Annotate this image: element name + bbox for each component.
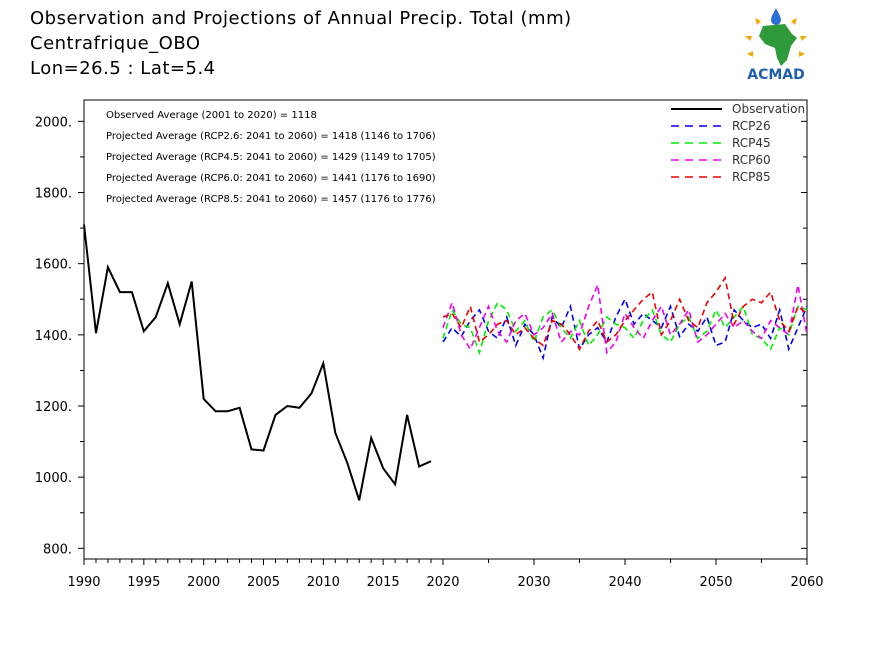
- x-tick-label: 2010: [307, 575, 340, 590]
- legend-label-observation: Observation: [732, 102, 805, 116]
- legend-label-rcp85: RCP85: [732, 170, 771, 184]
- x-tick-label: 2030: [517, 575, 550, 590]
- acmad-logo: ACMAD: [735, 6, 817, 84]
- y-tick-label: 1600.: [35, 258, 72, 273]
- x-tick-label: 2040: [608, 575, 641, 590]
- y-tick-label: 1400.: [35, 329, 72, 344]
- legend: Observation RCP26 RCP45 RCP60 RCP85: [671, 102, 805, 184]
- x-tick-label: 2020: [426, 575, 459, 590]
- africa-map-icon: [759, 24, 797, 66]
- stats-box: Observed Average (2001 to 2020) = 1118 Pr…: [106, 110, 436, 205]
- y-tick-label: 800.: [43, 542, 72, 557]
- x-tick-label: 2000: [187, 575, 220, 590]
- series-observation-line: [83, 224, 432, 501]
- logo-text: ACMAD: [747, 67, 805, 83]
- x-tick-label: 1990: [67, 575, 100, 590]
- series-rcp60-line: [442, 282, 808, 355]
- legend-label-rcp26: RCP26: [732, 119, 771, 133]
- y-tick-label: 1000.: [35, 471, 72, 486]
- legend-label-rcp45: RCP45: [732, 136, 771, 150]
- x-tick-label: 2015: [367, 575, 400, 590]
- x-tick-label: 1995: [127, 575, 160, 590]
- raindrop-icon: [771, 8, 781, 25]
- x-axis: 1990 1995 2000 2005 2010 2015 2020 2030 2040 2050…: [67, 559, 824, 590]
- x-tick-label: 2005: [247, 575, 280, 590]
- chart-title: Observation and Projections of Annual Pr…: [30, 8, 572, 29]
- stats-line: Projected Average (RCP2.6: 2041 to 2060)…: [106, 131, 436, 142]
- stats-line: Projected Average (RCP8.5: 2041 to 2060)…: [106, 194, 436, 205]
- y-tick-label: 1200.: [35, 400, 72, 415]
- station-coordinates: Lon=26.5 : Lat=5.4: [30, 58, 216, 79]
- legend-label-rcp60: RCP60: [732, 153, 771, 167]
- y-tick-label: 2000.: [35, 115, 72, 130]
- x-tick-label: 2060: [790, 575, 823, 590]
- y-tick-label: 1800.: [35, 187, 72, 202]
- series-rcp45-line: [442, 301, 808, 356]
- y-axis: 800. 1000. 1200. 1400. 1600. 1800. 2000.: [35, 115, 807, 557]
- station-name: Centrafrique_OBO: [30, 33, 201, 54]
- stats-line: Projected Average (RCP4.5: 2041 to 2060)…: [106, 152, 436, 163]
- series-layer: [83, 224, 808, 501]
- plot-frame: [83, 99, 808, 560]
- x-tick-label: 2050: [699, 575, 732, 590]
- series-rcp85-line: [442, 275, 808, 351]
- stats-line: Observed Average (2001 to 2020) = 1118: [106, 110, 317, 121]
- stats-line: Projected Average (RCP6.0: 2041 to 2060)…: [106, 173, 436, 184]
